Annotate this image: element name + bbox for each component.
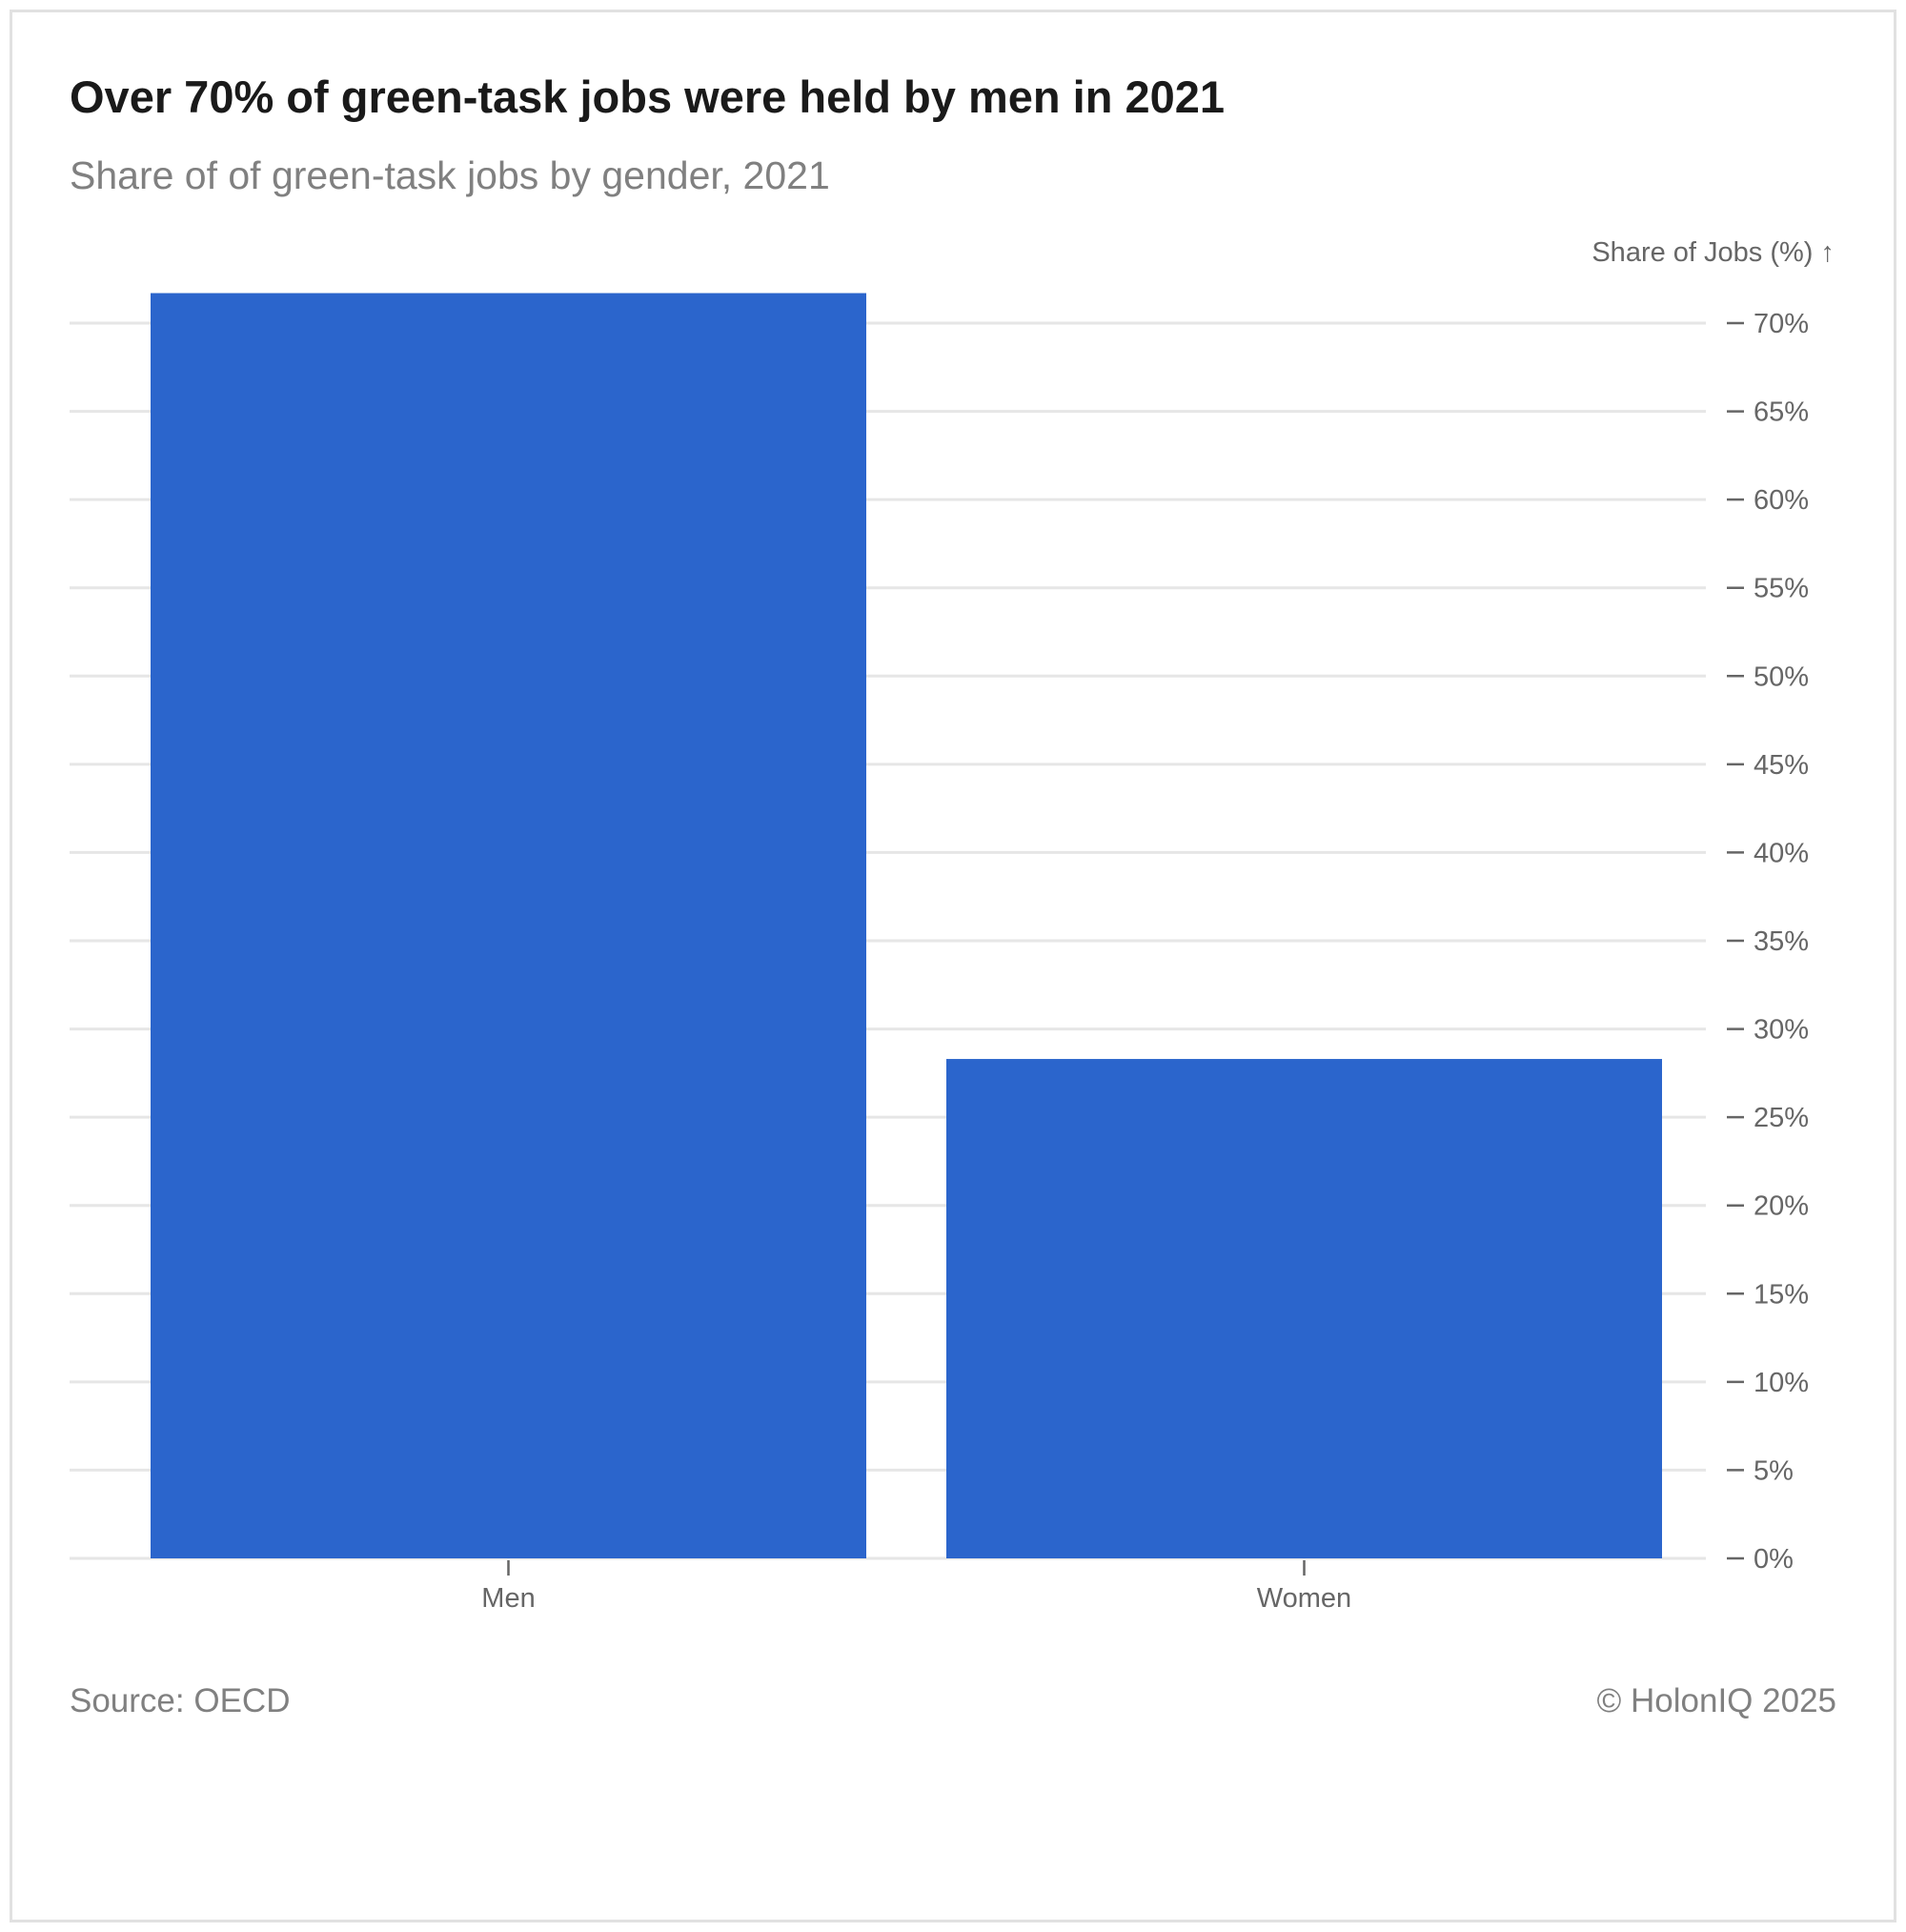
- y-tick-label: 40%: [1754, 838, 1809, 868]
- y-tick-label: 45%: [1754, 750, 1809, 781]
- copyright-note: © HolonIQ 2025: [1596, 1682, 1837, 1719]
- bar-men: [151, 293, 866, 1558]
- y-tick-label: 50%: [1754, 661, 1809, 692]
- y-tick-label: 35%: [1754, 926, 1809, 957]
- y-tick-label: 5%: [1754, 1455, 1794, 1486]
- y-tick-label: 25%: [1754, 1103, 1809, 1133]
- y-tick-label: 0%: [1754, 1544, 1794, 1575]
- chart-subtitle: Share of of green-task jobs by gender, 2…: [70, 153, 830, 197]
- y-tick-label: 65%: [1754, 397, 1809, 428]
- y-tick-label: 55%: [1754, 574, 1809, 604]
- chart-title: Over 70% of green-task jobs were held by…: [70, 71, 1226, 122]
- y-tick-label: 30%: [1754, 1015, 1809, 1046]
- bar-women: [946, 1059, 1662, 1558]
- y-axis-title: Share of Jobs (%) ↑: [1592, 237, 1835, 268]
- y-tick-label: 60%: [1754, 485, 1809, 516]
- source-note: Source: OECD: [70, 1682, 291, 1719]
- x-tick-label: Men: [481, 1583, 535, 1614]
- y-tick-label: 10%: [1754, 1368, 1809, 1398]
- y-tick-label: 15%: [1754, 1279, 1809, 1310]
- y-tick-label: 20%: [1754, 1191, 1809, 1222]
- x-tick-label: Women: [1257, 1583, 1351, 1614]
- y-tick-label: 70%: [1754, 309, 1809, 339]
